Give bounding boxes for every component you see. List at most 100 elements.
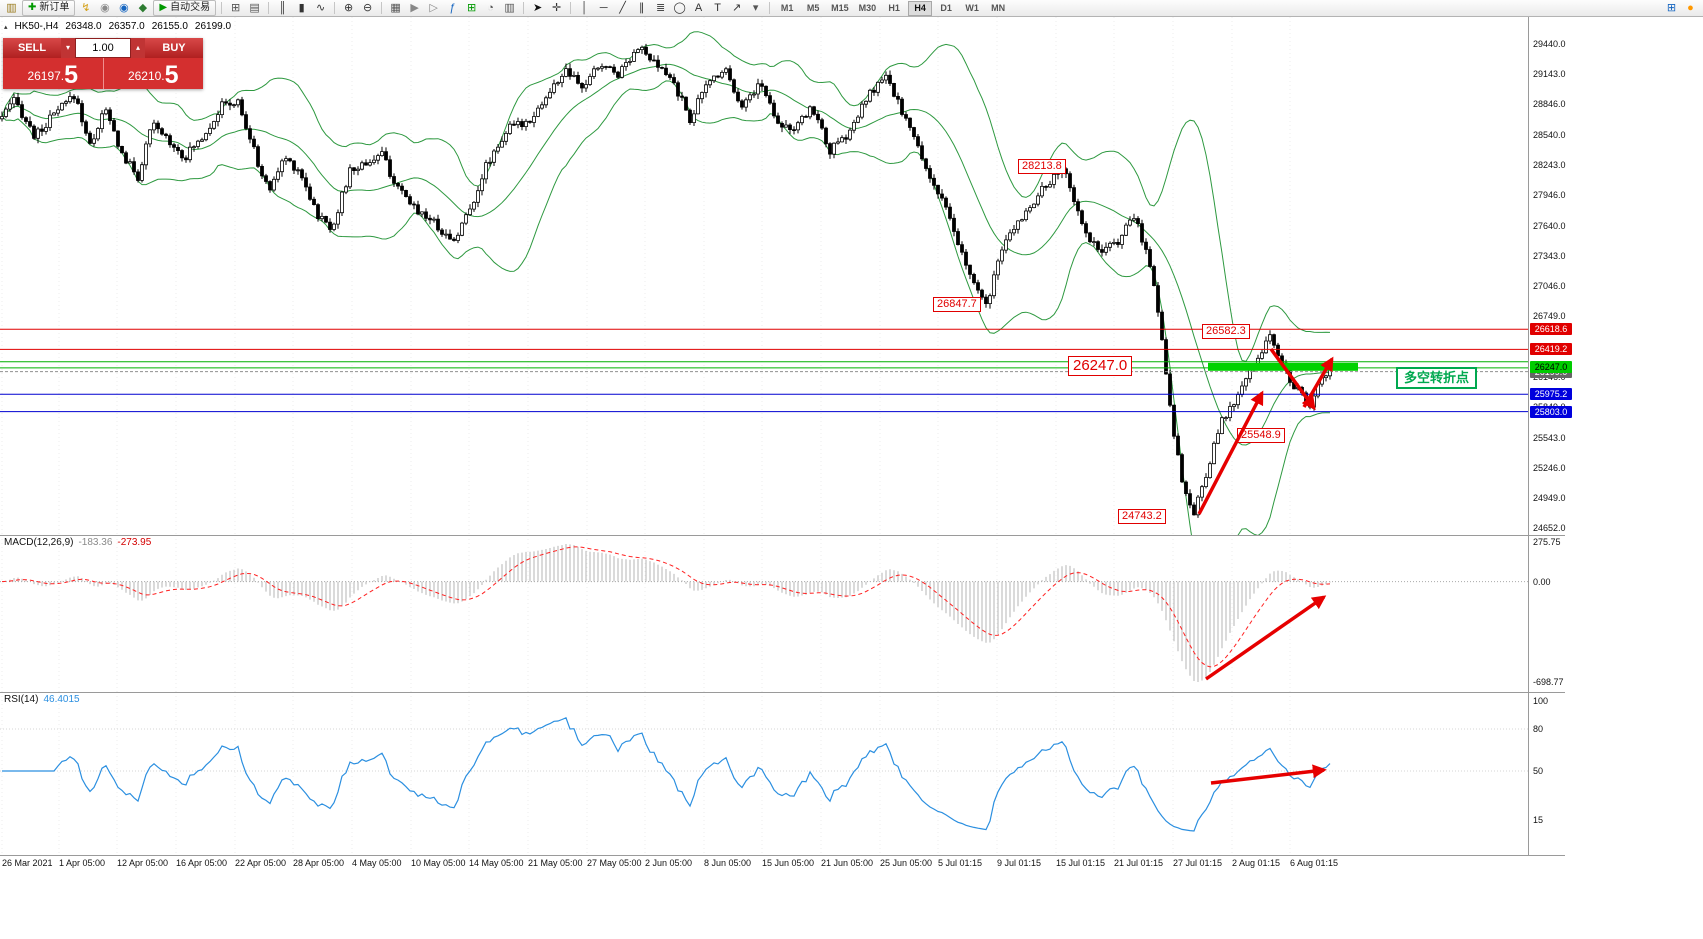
time-axis-label: 27 May 05:00 bbox=[587, 858, 642, 868]
rsi-panel-canvas[interactable] bbox=[0, 692, 1528, 855]
time-axis-label: 2 Jun 05:00 bbox=[645, 858, 693, 868]
templates-icon[interactable]: ▦ bbox=[390, 1, 401, 14]
alerts-icon[interactable]: ◉ bbox=[100, 1, 110, 14]
price-annotation-label[interactable]: 26847.7 bbox=[933, 297, 981, 312]
new-chart-icon[interactable]: ⊞ bbox=[230, 1, 241, 14]
auto-trading-button-icon: ▶ bbox=[159, 2, 168, 13]
toolbar-separator bbox=[769, 2, 771, 14]
timeframe-d1-button[interactable]: D1 bbox=[940, 2, 952, 13]
horizontal-line-icon[interactable]: ─ bbox=[599, 1, 608, 14]
price-axis-separator[interactable] bbox=[1528, 17, 1529, 855]
buy-price[interactable]: 26210. 5 bbox=[102, 58, 204, 89]
timeframe-h4-button[interactable]: H4 bbox=[908, 0, 933, 16]
turning-point-label[interactable]: 多空转折点 bbox=[1396, 367, 1478, 389]
time-axis-label: 2 Aug 01:15 bbox=[1232, 858, 1281, 868]
candlestick-icon[interactable]: ▮ bbox=[298, 1, 305, 14]
text-icon[interactable]: A bbox=[694, 1, 703, 14]
price-axis-label: 28243.0 bbox=[1533, 160, 1566, 170]
time-axis-label: 14 May 05:00 bbox=[469, 858, 524, 868]
macd-header: MACD(12,26,9) -183.36 -273.95 bbox=[4, 537, 151, 548]
crosshair-icon[interactable]: ✛ bbox=[551, 1, 562, 14]
rsi-axis-label: 50 bbox=[1533, 766, 1544, 776]
sell-button[interactable]: SELL bbox=[3, 38, 61, 58]
timeframe-m1-button[interactable]: M1 bbox=[780, 2, 794, 13]
fibonacci-icon[interactable]: ≣ bbox=[655, 1, 666, 14]
sell-price[interactable]: 26197. 5 bbox=[3, 58, 103, 89]
zoom-out-icon[interactable]: ⊖ bbox=[362, 1, 373, 14]
price-annotation-label[interactable]: 26247.0 bbox=[1068, 356, 1133, 376]
lightning-icon[interactable]: ↯ bbox=[81, 1, 91, 14]
save-template-icon[interactable]: ▥ bbox=[504, 1, 515, 14]
macd-panel-canvas[interactable] bbox=[0, 535, 1528, 692]
trade-panel-price-row: 26197. 5 26210. 5 bbox=[3, 58, 203, 89]
cursor-icon[interactable]: ➤ bbox=[532, 1, 543, 14]
auto-trading-button[interactable]: ▶ 自动交易 bbox=[153, 0, 217, 16]
price-badge: 26618.6 bbox=[1530, 323, 1572, 335]
price-chart-canvas[interactable] bbox=[0, 17, 1528, 535]
community-icon[interactable]: ⊞ bbox=[1666, 2, 1677, 14]
price-badge: 26419.2 bbox=[1530, 343, 1572, 355]
objects-dropdown-icon[interactable]: ▾ bbox=[752, 1, 759, 14]
price-axis-label: 28846.0 bbox=[1533, 99, 1566, 109]
web-terminal-icon[interactable]: ◉ bbox=[119, 1, 129, 14]
bar-chart-icon[interactable]: ║ bbox=[278, 1, 287, 14]
time-axis-label: 25 Jun 05:00 bbox=[880, 858, 933, 868]
time-axis-label: 27 Jul 01:15 bbox=[1173, 858, 1223, 868]
new-order-button[interactable]: ✚ 新订单 bbox=[22, 0, 76, 16]
time-axis-label: 28 Apr 05:00 bbox=[293, 858, 345, 868]
timeframe-h1-button[interactable]: H1 bbox=[888, 2, 900, 13]
timeframe-w1-button[interactable]: W1 bbox=[965, 2, 979, 13]
arrows-icon[interactable]: ↗ bbox=[731, 1, 742, 14]
indicators-icon[interactable]: ƒ bbox=[449, 1, 456, 14]
one-click-collapse-icon[interactable]: ▴ bbox=[4, 23, 8, 31]
volume-down-icon[interactable]: ▾ bbox=[61, 38, 75, 58]
label-icon[interactable]: T bbox=[714, 1, 721, 14]
volume-up-icon[interactable]: ▴ bbox=[131, 38, 145, 58]
channel-icon[interactable]: ∥ bbox=[638, 1, 645, 14]
price-axis-label: 25246.0 bbox=[1533, 463, 1566, 473]
time-axis-label: 16 Apr 05:00 bbox=[176, 858, 228, 868]
timeframe-m30-button[interactable]: M30 bbox=[858, 2, 877, 13]
trendline-icon[interactable]: ╱ bbox=[619, 1, 626, 14]
news-icon[interactable]: ◆ bbox=[138, 1, 148, 14]
buy-button[interactable]: BUY bbox=[145, 38, 203, 58]
timeframe-m15-button[interactable]: M15 bbox=[831, 2, 849, 13]
symbol-period-label: HK50-,H4 bbox=[14, 21, 59, 32]
shapes-icon[interactable]: ◯ bbox=[673, 1, 686, 14]
price-annotation-label[interactable]: 25548.9 bbox=[1237, 428, 1285, 443]
price-annotation-label[interactable]: 26582.3 bbox=[1202, 324, 1250, 339]
rsi-panel-separator[interactable] bbox=[0, 692, 1565, 693]
toolbar-separator bbox=[570, 2, 572, 14]
timeframe-m5-button[interactable]: M5 bbox=[806, 2, 820, 13]
time-axis-label: 6 Aug 01:15 bbox=[1290, 858, 1339, 868]
time-axis-label: 12 Apr 05:00 bbox=[117, 858, 169, 868]
macd-value: -183.36 bbox=[78, 537, 113, 548]
toolbar-separator bbox=[221, 2, 223, 14]
time-axis-label: 15 Jun 05:00 bbox=[762, 858, 815, 868]
account-avatar[interactable]: ● bbox=[1687, 2, 1694, 14]
timeframe-mn-button[interactable]: MN bbox=[991, 2, 1006, 13]
zoom-in-icon[interactable]: ⊕ bbox=[343, 1, 354, 14]
price-axis-label: 27946.0 bbox=[1533, 190, 1566, 200]
price-badge: 26247.0 bbox=[1530, 361, 1572, 373]
price-annotation-label[interactable]: 24743.2 bbox=[1118, 509, 1166, 524]
chart-shift-icon[interactable]: ▷ bbox=[429, 1, 438, 14]
line-chart-icon[interactable]: ∿ bbox=[315, 1, 326, 14]
time-axis-label: 22 Apr 05:00 bbox=[235, 858, 287, 868]
vertical-line-icon[interactable]: │ bbox=[581, 1, 589, 14]
price-axis-label: 29143.0 bbox=[1533, 69, 1566, 79]
price-axis-label: 27640.0 bbox=[1533, 221, 1566, 231]
chart-window-icon[interactable]: ▥ bbox=[6, 1, 17, 14]
profiles-icon[interactable]: ▤ bbox=[249, 1, 260, 14]
volume-input[interactable] bbox=[75, 38, 131, 58]
new-order-button-icon: ✚ bbox=[28, 2, 37, 13]
auto-scroll-icon[interactable]: ▶ bbox=[410, 1, 419, 14]
price-axis-label: 27046.0 bbox=[1533, 281, 1566, 291]
sell-price-big-digit: 5 bbox=[64, 61, 79, 89]
macd-panel-separator[interactable] bbox=[0, 535, 1565, 536]
price-annotation-label[interactable]: 28213.8 bbox=[1018, 159, 1066, 174]
price-badge: 25803.0 bbox=[1530, 406, 1572, 418]
time-axis-label: 15 Jul 01:15 bbox=[1056, 858, 1106, 868]
add-indicator-icon[interactable]: ⊞ bbox=[466, 1, 477, 14]
periods-icon[interactable]: ◔ bbox=[487, 1, 494, 14]
